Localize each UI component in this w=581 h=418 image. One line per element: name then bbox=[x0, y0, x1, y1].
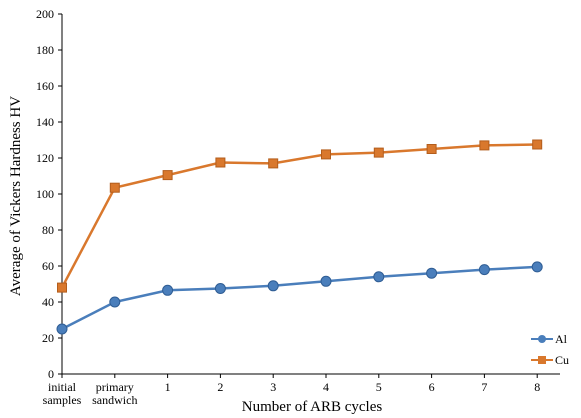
legend-entry-al: Al bbox=[531, 332, 568, 346]
x-tick-label-line: 7 bbox=[481, 380, 487, 394]
x-tick-label: 6 bbox=[429, 380, 435, 394]
data-point-cu bbox=[162, 170, 173, 181]
y-axis-title: Average of Vickers Hardness HV bbox=[8, 96, 24, 296]
data-point-cu bbox=[321, 149, 331, 160]
legend-label: Al bbox=[555, 332, 568, 346]
y-tick-label: 100 bbox=[36, 187, 54, 201]
x-tick-label-line: 4 bbox=[323, 380, 329, 394]
data-point-al bbox=[162, 284, 174, 296]
data-point-al bbox=[56, 323, 68, 335]
y-tick-label: 80 bbox=[42, 223, 54, 237]
y-tick-label: 120 bbox=[36, 151, 54, 165]
data-point-cu bbox=[426, 144, 437, 154]
x-tick-label: initial samples bbox=[43, 380, 82, 407]
x-tick-label: 1 bbox=[165, 380, 171, 394]
series-line-cu bbox=[60, 143, 538, 289]
legend-entry-cu: Cu bbox=[531, 353, 569, 367]
x-tick-label: 3 bbox=[270, 380, 276, 394]
tick-labels: 0 20 40 60 80 100 120 140 160 180 200 initial sample… bbox=[36, 7, 540, 407]
x-tick-label-line: primary bbox=[96, 380, 134, 394]
data-point-cu bbox=[268, 158, 279, 169]
y-tick-label: 20 bbox=[42, 331, 54, 345]
x-tick-label-line: 8 bbox=[534, 380, 540, 394]
legend: Al Cu bbox=[531, 332, 569, 367]
data-point-al bbox=[214, 283, 226, 294]
data-point-al bbox=[531, 261, 543, 273]
y-tick-label: 160 bbox=[36, 79, 54, 93]
x-tick-label-line: sandwich bbox=[92, 393, 137, 407]
x-tick-label-line: 2 bbox=[217, 380, 223, 394]
x-tick-label: 7 bbox=[481, 380, 487, 394]
data-point-al bbox=[320, 275, 332, 287]
x-tick-label-line: 5 bbox=[376, 380, 382, 394]
x-tick-label: 4 bbox=[323, 380, 329, 394]
data-point-al bbox=[478, 264, 490, 276]
y-tick-label: 60 bbox=[42, 259, 54, 273]
data-point-cu bbox=[109, 182, 120, 193]
series-cu bbox=[57, 139, 543, 293]
y-tick-label: 180 bbox=[36, 43, 54, 57]
data-point-cu bbox=[215, 157, 226, 168]
x-tick-label: 2 bbox=[217, 380, 223, 394]
x-axis-title: Number of ARB cycles bbox=[242, 399, 383, 415]
legend-marker bbox=[538, 335, 546, 343]
x-tick-label: 8 bbox=[534, 380, 540, 394]
data-point-cu bbox=[57, 282, 67, 293]
x-tick-label: primary sandwich bbox=[92, 380, 137, 407]
x-tick-label-line: 6 bbox=[429, 380, 435, 394]
data-point-cu bbox=[479, 140, 490, 151]
legend-marker bbox=[538, 356, 546, 364]
series-line-al bbox=[61, 265, 538, 331]
series bbox=[56, 139, 543, 335]
x-tick-label-line: samples bbox=[43, 393, 82, 407]
data-point-cu bbox=[532, 139, 543, 150]
data-point-al bbox=[373, 271, 385, 283]
data-point-al bbox=[109, 296, 121, 308]
y-tick-label: 200 bbox=[36, 7, 54, 21]
x-tick-label: 5 bbox=[376, 380, 382, 394]
legend-label: Cu bbox=[555, 353, 569, 367]
axes bbox=[58, 13, 560, 378]
series-al bbox=[56, 261, 543, 335]
x-tick-label-line: initial bbox=[48, 380, 77, 394]
x-tick-label-line: 1 bbox=[165, 380, 171, 394]
data-point-cu bbox=[373, 147, 384, 158]
data-point-al bbox=[267, 280, 279, 292]
y-tick-label: 0 bbox=[48, 367, 54, 381]
y-tick-label: 40 bbox=[42, 295, 54, 309]
data-point-al bbox=[426, 267, 438, 279]
x-tick-label-line: 3 bbox=[270, 380, 276, 394]
y-tick-label: 140 bbox=[36, 115, 54, 129]
